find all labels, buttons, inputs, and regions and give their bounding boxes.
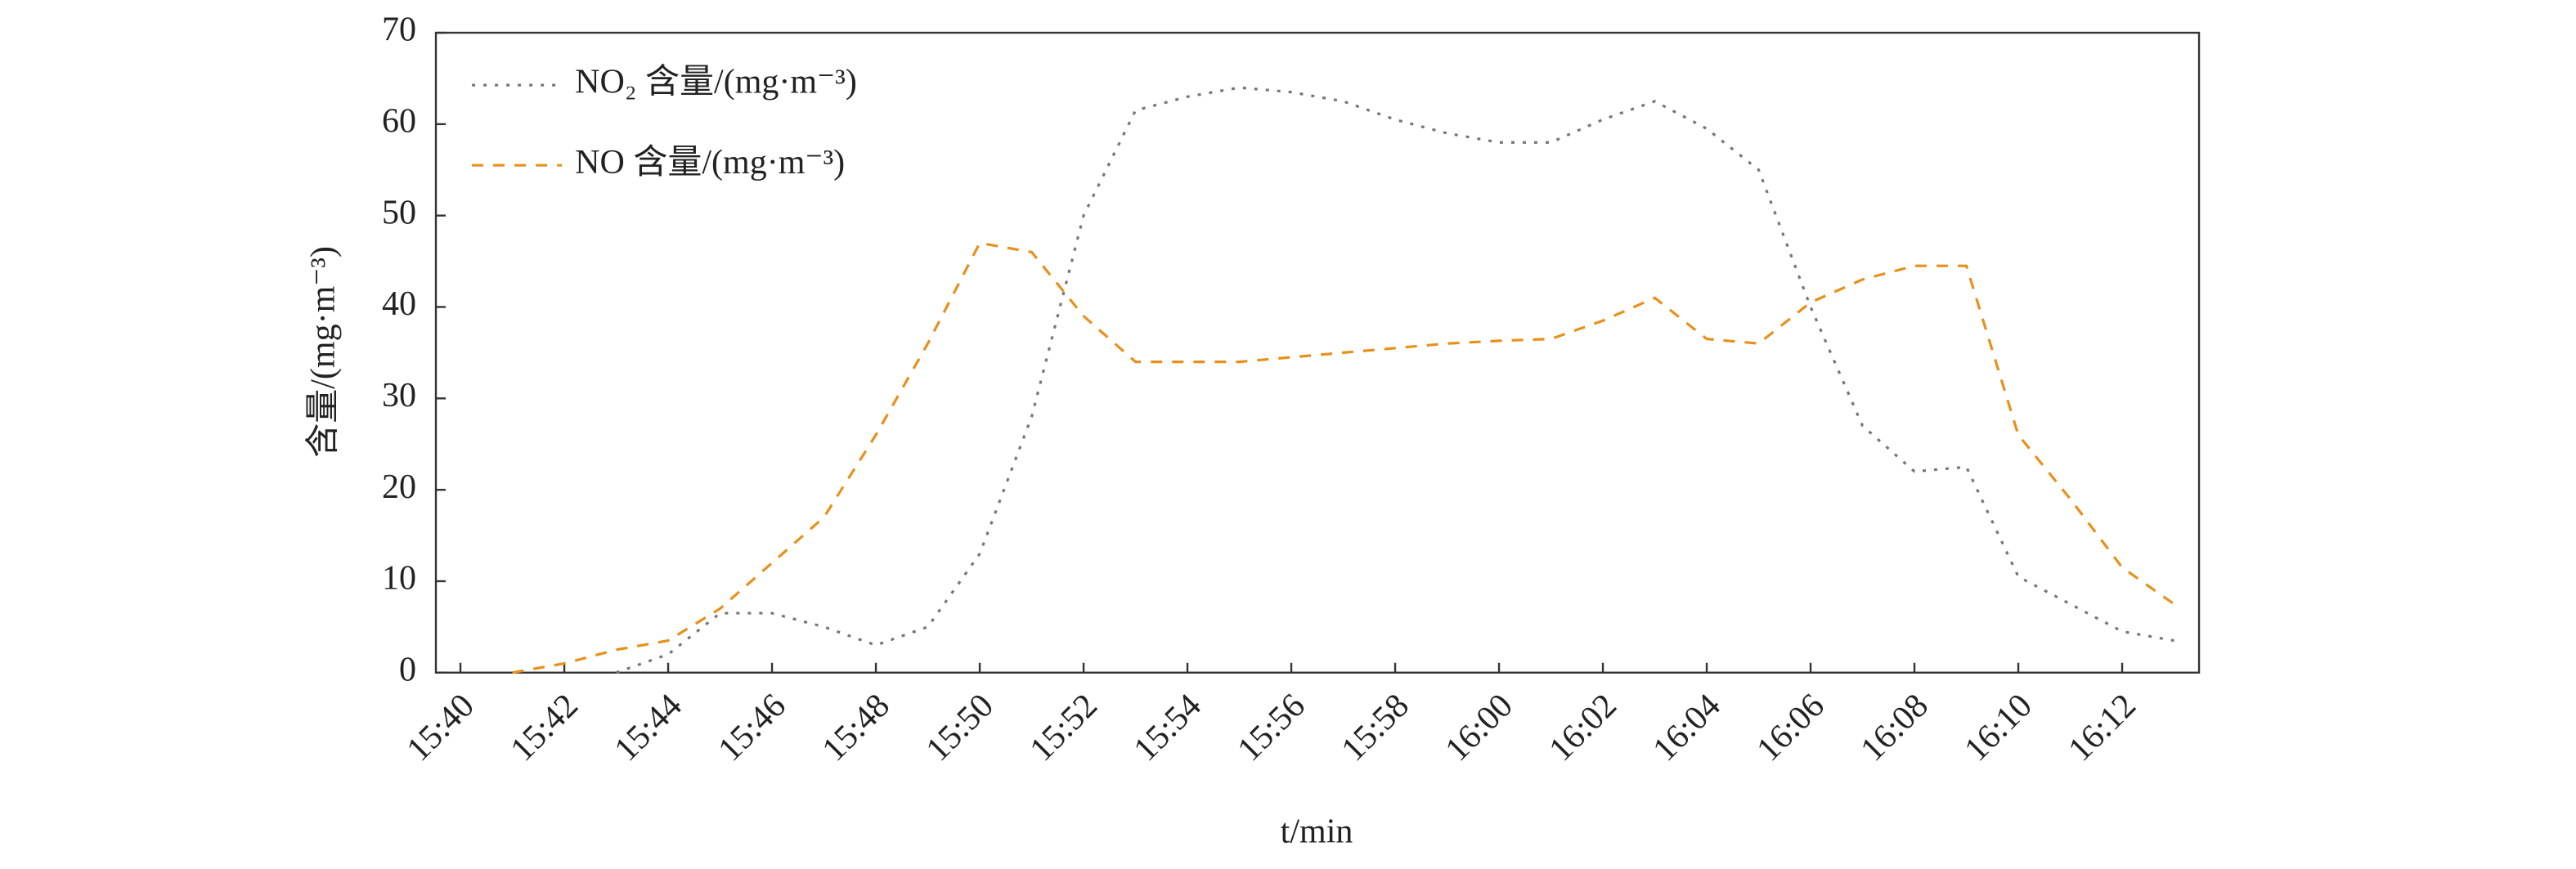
x-tick-label: 15:58 (1335, 687, 1416, 768)
legend-label: NO 含量/(mg·m⁻³) (575, 144, 845, 181)
series-line (616, 86, 2174, 674)
y-tick-label: 40 (382, 285, 416, 323)
x-tick-label: 16:06 (1750, 687, 1832, 768)
x-tick-label: 16:10 (1958, 687, 2040, 768)
x-tick-label: 16:00 (1438, 687, 1520, 768)
x-tick-label: 15:56 (1231, 687, 1313, 768)
y-tick-label: 60 (382, 102, 416, 140)
y-tick-label: 70 (382, 11, 416, 49)
y-tick-label: 50 (382, 194, 416, 231)
plot-frame (434, 31, 2201, 674)
x-tick-label: 16:02 (1542, 687, 1624, 768)
y-tick-label: 30 (382, 377, 416, 414)
x-tick-label: 16:08 (1854, 687, 1936, 768)
y-tick-label: 10 (382, 560, 416, 598)
x-tick-label: 15:50 (919, 687, 1001, 768)
x-tick-label: 15:48 (815, 687, 897, 768)
x-axis-title: t/min (1281, 813, 1353, 851)
x-tick-label: 15:44 (608, 687, 689, 768)
y-axis-title: 含量/(mg·m⁻³) (305, 246, 343, 458)
x-tick-label: 15:54 (1127, 687, 1209, 768)
x-tick-label: 16:12 (2062, 687, 2143, 768)
x-tick-label: 15:52 (1023, 687, 1105, 768)
x-tick-label: 15:46 (711, 687, 793, 768)
y-tick-label: 20 (382, 468, 416, 506)
x-tick-label: 15:40 (400, 687, 482, 768)
x-tick-label: 16:04 (1646, 687, 1728, 768)
y-tick-label: 0 (399, 651, 416, 688)
series-line (512, 241, 2175, 674)
legend-label: NO₂ 含量/(mg·m⁻³) (575, 64, 857, 101)
x-tick-label: 15:42 (504, 687, 586, 768)
